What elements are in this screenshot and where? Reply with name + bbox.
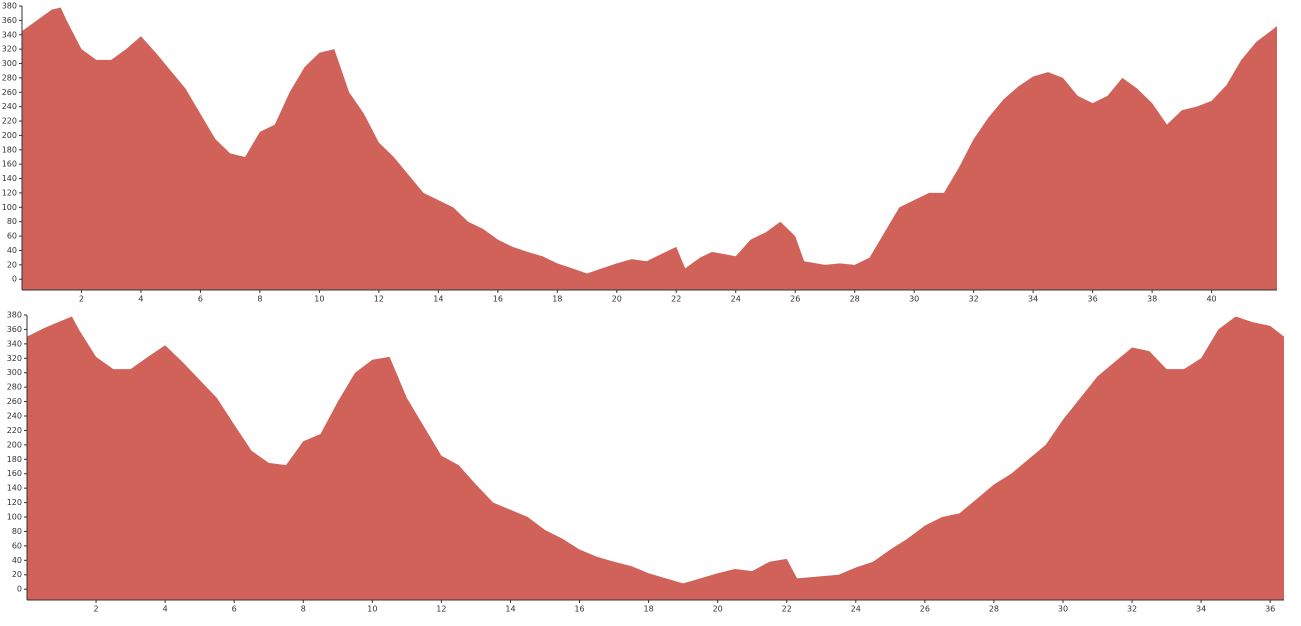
y-tick-label: 280 bbox=[7, 383, 22, 392]
x-tick-label: 34 bbox=[1028, 295, 1038, 304]
x-tick-label: 10 bbox=[314, 295, 324, 304]
x-tick-label: 28 bbox=[850, 295, 860, 304]
y-tick-label: 220 bbox=[2, 117, 17, 126]
x-tick-label: 8 bbox=[301, 605, 306, 614]
x-tick-label: 12 bbox=[374, 295, 384, 304]
y-tick-label: 200 bbox=[2, 131, 17, 140]
x-tick-label: 22 bbox=[782, 605, 792, 614]
x-tick-label: 30 bbox=[1058, 605, 1068, 614]
x-tick-label: 16 bbox=[574, 605, 584, 614]
y-tick-label: 20 bbox=[12, 570, 22, 579]
y-tick-label: 40 bbox=[7, 246, 17, 255]
x-tick-label: 2 bbox=[79, 295, 84, 304]
x-tick-label: 26 bbox=[790, 295, 800, 304]
y-tick-label: 380 bbox=[2, 2, 17, 11]
x-tick-label: 30 bbox=[909, 295, 919, 304]
x-tick-label: 24 bbox=[731, 295, 741, 304]
y-tick-label: 80 bbox=[7, 217, 17, 226]
elevation-area bbox=[27, 316, 1284, 600]
y-tick-label: 100 bbox=[2, 203, 17, 212]
y-tick-label: 280 bbox=[2, 73, 17, 82]
y-tick-label: 40 bbox=[12, 556, 22, 565]
x-tick-label: 38 bbox=[1147, 295, 1157, 304]
x-tick-label: 34 bbox=[1196, 605, 1206, 614]
y-tick-label: 360 bbox=[7, 325, 22, 334]
x-tick-label: 26 bbox=[920, 605, 930, 614]
y-tick-label: 300 bbox=[7, 368, 22, 377]
y-tick-label: 140 bbox=[2, 174, 17, 183]
y-tick-label: 320 bbox=[7, 354, 22, 363]
x-tick-label: 18 bbox=[552, 295, 562, 304]
y-tick-label: 200 bbox=[7, 440, 22, 449]
x-tick-label: 28 bbox=[989, 605, 999, 614]
y-tick-label: 300 bbox=[2, 59, 17, 68]
y-tick-label: 0 bbox=[12, 275, 17, 284]
x-tick-label: 14 bbox=[433, 295, 443, 304]
y-tick-label: 380 bbox=[7, 311, 22, 320]
y-tick-label: 240 bbox=[7, 412, 22, 421]
y-tick-label: 260 bbox=[2, 88, 17, 97]
y-tick-label: 120 bbox=[2, 188, 17, 197]
x-tick-label: 20 bbox=[713, 605, 723, 614]
x-tick-label: 20 bbox=[612, 295, 622, 304]
y-tick-label: 140 bbox=[7, 484, 22, 493]
x-tick-label: 40 bbox=[1206, 295, 1216, 304]
y-tick-label: 0 bbox=[17, 585, 22, 594]
x-tick-label: 6 bbox=[232, 605, 237, 614]
x-tick-label: 36 bbox=[1088, 295, 1098, 304]
x-tick-label: 4 bbox=[138, 295, 143, 304]
y-tick-label: 340 bbox=[7, 339, 22, 348]
y-tick-label: 360 bbox=[2, 16, 17, 25]
y-tick-label: 120 bbox=[7, 498, 22, 507]
x-tick-label: 32 bbox=[1127, 605, 1137, 614]
y-tick-label: 240 bbox=[2, 102, 17, 111]
y-tick-label: 220 bbox=[7, 426, 22, 435]
x-tick-label: 24 bbox=[851, 605, 861, 614]
y-tick-label: 60 bbox=[7, 232, 17, 241]
y-tick-label: 100 bbox=[7, 513, 22, 522]
y-tick-label: 180 bbox=[2, 145, 17, 154]
x-tick-label: 32 bbox=[969, 295, 979, 304]
y-tick-label: 80 bbox=[12, 527, 22, 536]
x-tick-label: 6 bbox=[198, 295, 203, 304]
elevation-area bbox=[22, 7, 1277, 290]
y-tick-label: 180 bbox=[7, 455, 22, 464]
x-tick-label: 8 bbox=[257, 295, 262, 304]
y-tick-label: 320 bbox=[2, 45, 17, 54]
x-tick-label: 36 bbox=[1265, 605, 1275, 614]
x-tick-label: 14 bbox=[505, 605, 515, 614]
y-tick-label: 160 bbox=[7, 469, 22, 478]
x-tick-label: 12 bbox=[436, 605, 446, 614]
y-tick-label: 60 bbox=[12, 541, 22, 550]
x-tick-label: 22 bbox=[671, 295, 681, 304]
y-tick-label: 340 bbox=[2, 30, 17, 39]
y-tick-label: 160 bbox=[2, 160, 17, 169]
x-tick-label: 10 bbox=[367, 605, 377, 614]
x-tick-label: 2 bbox=[94, 605, 99, 614]
y-tick-label: 260 bbox=[7, 397, 22, 406]
x-tick-label: 18 bbox=[643, 605, 653, 614]
x-tick-label: 4 bbox=[163, 605, 168, 614]
x-tick-label: 16 bbox=[493, 295, 503, 304]
y-tick-label: 20 bbox=[7, 260, 17, 269]
